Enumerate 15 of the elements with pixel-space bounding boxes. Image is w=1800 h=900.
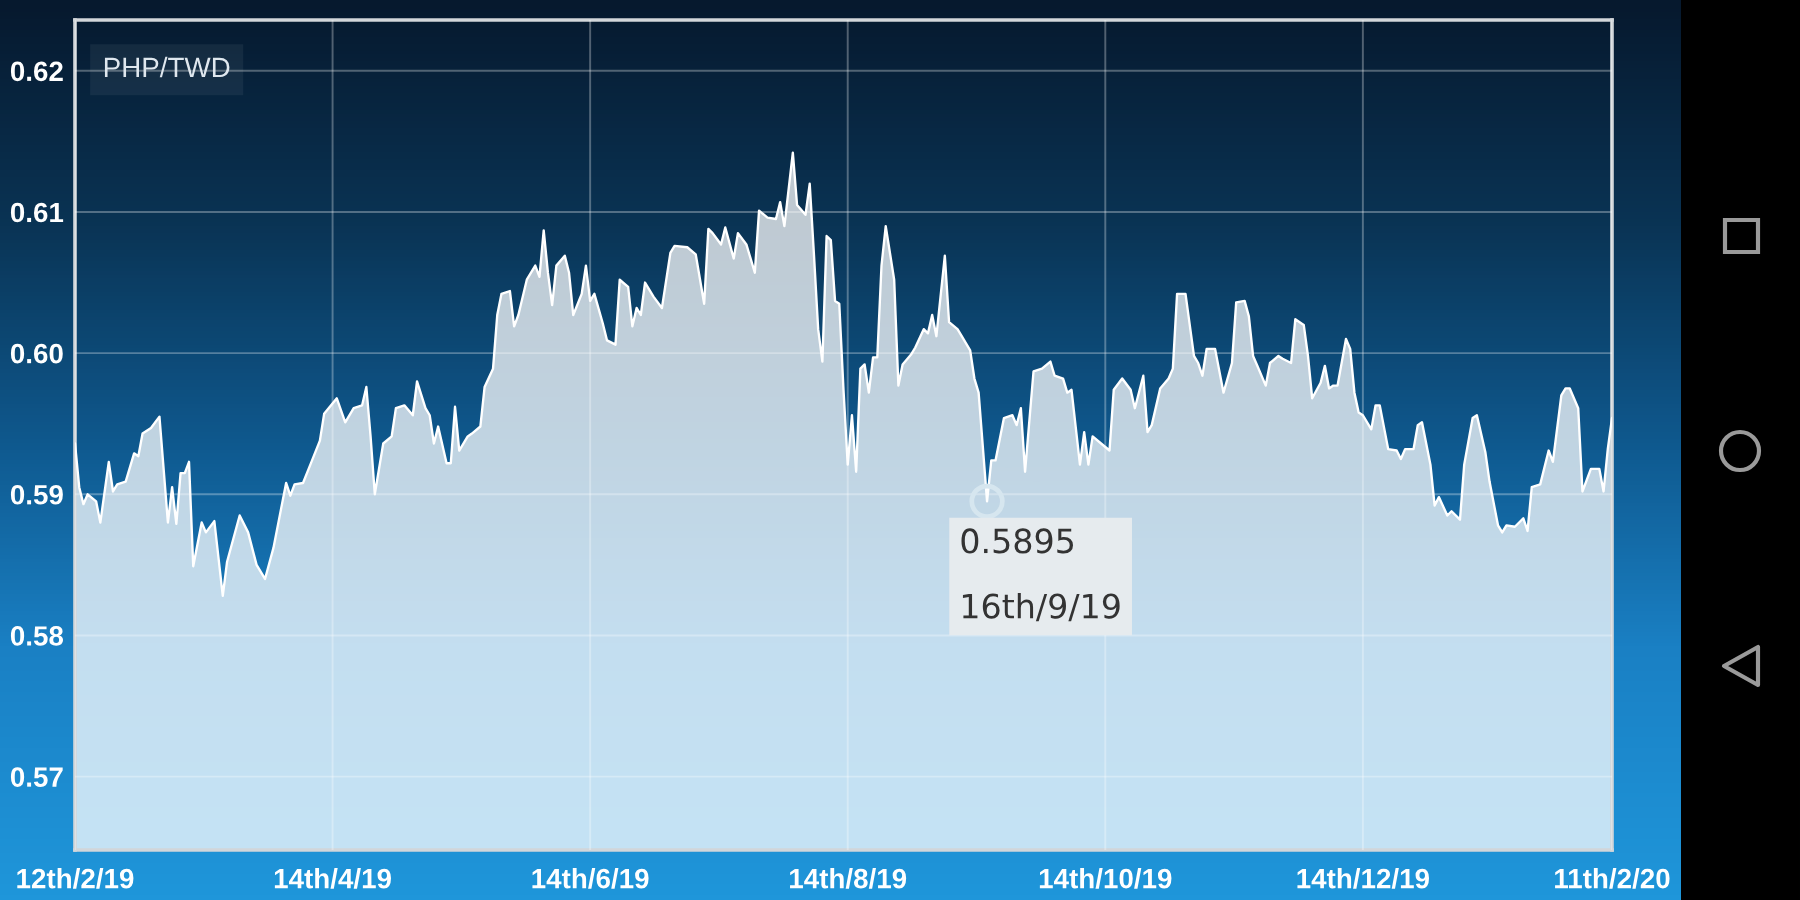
y-tick-label: 0.60 <box>10 343 63 364</box>
text: PHP/TWD <box>104 56 230 78</box>
y-tick-label: 0.61 <box>10 202 64 223</box>
y-tick-label: 0.58 <box>10 626 64 646</box>
x-tick-label: 14th/4/19 <box>274 868 391 889</box>
x-tick-label: 11th/2/20 <box>1555 868 1670 889</box>
y-tick-label: 0.57 <box>10 767 63 787</box>
y-tick-label: 0.59 <box>10 484 63 505</box>
y-tick-label: 0.62 <box>10 61 63 82</box>
x-tick-label: 14th/12/19 <box>1297 868 1430 889</box>
x-tick-label: 12th/2/19 <box>17 868 134 889</box>
x-tick-label: 14th/10/19 <box>1039 868 1172 889</box>
x-tick-label: 14th/6/19 <box>532 868 649 889</box>
x-tick-label: 14th/8/19 <box>790 868 907 889</box>
annotation: 0.5895 16th/9/19 <box>961 528 1120 622</box>
